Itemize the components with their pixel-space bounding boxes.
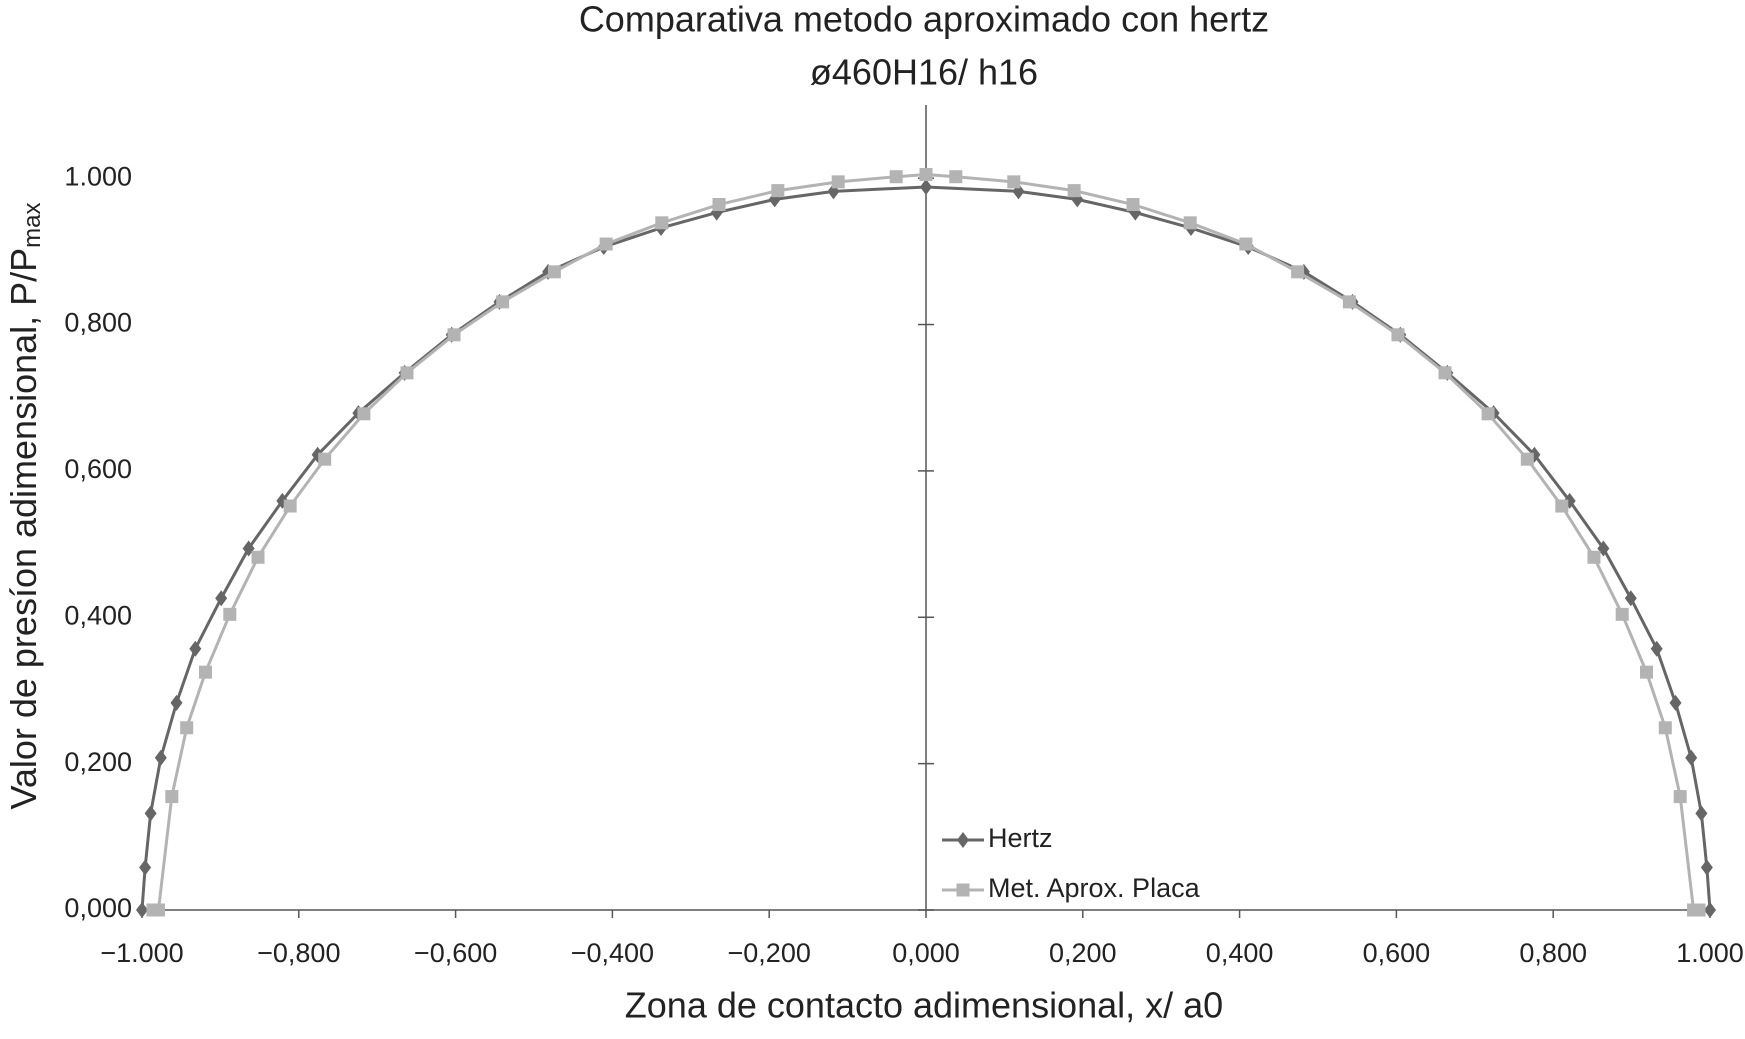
data-point xyxy=(1555,499,1569,513)
data-point xyxy=(1639,665,1653,679)
chart-subtitle: ø460H16/ h16 xyxy=(810,52,1038,93)
legend-label: Met. Aprox. Placa xyxy=(988,873,1201,903)
y-tick-label: 0,200 xyxy=(64,747,132,777)
data-point xyxy=(199,665,213,679)
data-point xyxy=(170,694,183,711)
x-tick-label: 0,800 xyxy=(1519,938,1587,968)
legend-swatch-marker xyxy=(956,883,970,897)
data-point xyxy=(771,184,785,198)
data-point xyxy=(1438,366,1452,380)
data-point xyxy=(189,640,202,657)
data-point xyxy=(215,590,228,607)
x-tick-label: 0,400 xyxy=(1206,938,1274,968)
x-tick-label: −0,800 xyxy=(257,938,340,968)
data-point xyxy=(1183,216,1197,230)
data-point xyxy=(1692,903,1706,917)
data-point xyxy=(831,175,845,189)
y-axis-title-main: Valor de presíon adimensional, P/P xyxy=(3,248,44,810)
x-tick-label: 0,000 xyxy=(892,938,960,968)
data-point xyxy=(283,499,297,513)
data-point xyxy=(1624,590,1637,607)
x-tick-label: 1.000 xyxy=(1676,938,1744,968)
y-tick-label: 1.000 xyxy=(64,161,132,191)
y-tick-label: 0,800 xyxy=(64,308,132,338)
data-point xyxy=(1704,902,1716,918)
data-point xyxy=(1700,859,1713,876)
x-tick-label: −0,600 xyxy=(414,938,497,968)
x-tick-label: 0,200 xyxy=(1049,938,1117,968)
x-tick-label: −0,400 xyxy=(571,938,654,968)
data-point xyxy=(547,265,561,279)
y-tick-label: 0,600 xyxy=(64,454,132,484)
data-point xyxy=(496,295,510,309)
data-point xyxy=(144,805,157,822)
x-tick-label: −0,200 xyxy=(728,938,811,968)
data-point xyxy=(1391,328,1405,342)
data-point xyxy=(919,168,933,182)
y-tick-label: 0,400 xyxy=(64,600,132,630)
data-point xyxy=(318,452,332,466)
data-point xyxy=(889,170,903,184)
data-point xyxy=(400,366,414,380)
data-point xyxy=(1520,452,1534,466)
data-point xyxy=(712,198,726,212)
data-point xyxy=(1695,805,1708,822)
data-point xyxy=(1067,184,1081,198)
data-point xyxy=(1239,237,1253,251)
data-point xyxy=(1126,198,1140,212)
data-point xyxy=(1481,407,1495,421)
chart-title: Comparativa metodo aproximado con hertz xyxy=(579,0,1269,40)
x-axis-title: Zona de contacto adimensional, x/ a0 xyxy=(625,985,1223,1026)
data-point xyxy=(1673,790,1687,804)
data-point xyxy=(136,902,148,918)
y-axis-title: Valor de presíon adimensional, P/Pmax xyxy=(3,203,47,810)
data-point xyxy=(251,550,265,564)
data-point xyxy=(447,328,461,342)
data-point xyxy=(139,859,152,876)
x-tick-label: −1.000 xyxy=(100,938,183,968)
data-point xyxy=(1669,694,1682,711)
data-point xyxy=(1685,749,1698,766)
y-axis-title-sub: max xyxy=(19,203,46,248)
data-point xyxy=(357,407,371,421)
data-point xyxy=(655,216,669,230)
data-point xyxy=(1342,295,1356,309)
data-point xyxy=(1291,265,1305,279)
data-point xyxy=(154,749,167,766)
data-point xyxy=(1658,721,1672,735)
legend-label: Hertz xyxy=(988,823,1053,853)
data-point xyxy=(1615,607,1629,621)
data-point xyxy=(949,170,963,184)
data-point xyxy=(1587,550,1601,564)
data-point xyxy=(165,790,179,804)
data-point xyxy=(1007,175,1021,189)
data-point xyxy=(180,721,194,735)
data-point xyxy=(223,607,237,621)
data-point xyxy=(599,237,613,251)
data-point xyxy=(920,178,932,195)
y-tick-label: 0,000 xyxy=(64,893,132,923)
data-point xyxy=(151,903,165,917)
x-tick-label: 0,600 xyxy=(1363,938,1431,968)
legend-swatch-marker xyxy=(957,832,969,848)
data-point xyxy=(1650,640,1663,657)
